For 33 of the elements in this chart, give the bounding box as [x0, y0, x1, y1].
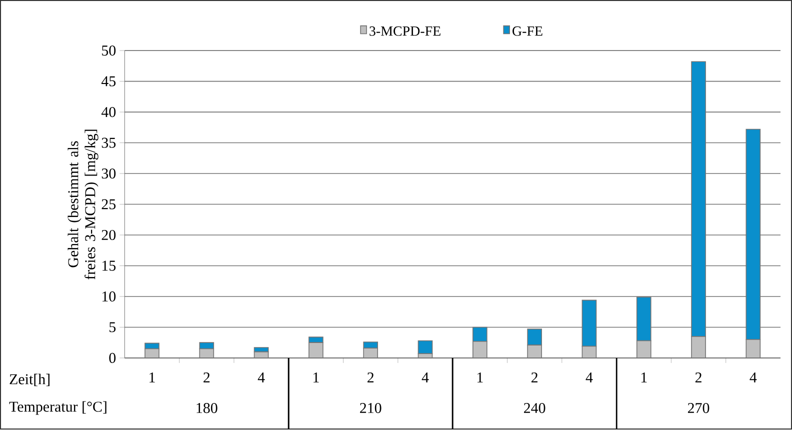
x-tick-label: 4 — [750, 372, 757, 382]
y-tick-label: 30 — [102, 168, 116, 179]
y-tick-label: 25 — [102, 199, 116, 210]
x-tick-label: 4 — [422, 372, 429, 382]
text: 240 — [524, 403, 546, 414]
x-tick-label: 1 — [314, 372, 319, 382]
x-tick-label: 1 — [150, 372, 155, 382]
x-tick-label: 2 — [531, 372, 538, 382]
text: 180 — [196, 403, 218, 414]
y-tick-label: 50 — [102, 46, 116, 56]
x-tick-label: 2 — [204, 372, 210, 382]
y-tick-label: 5 — [110, 322, 116, 332]
x-tick-label: 2 — [695, 372, 702, 382]
y-tick-label: 45 — [101, 76, 116, 86]
x-tick-label: 4 — [258, 372, 265, 382]
y-tick-label: 20 — [102, 230, 116, 240]
y-axis-title: Gehalt (bestimmt als freies 3-MCPD) [mg/kg] — [68, 130, 98, 280]
text: Zeit[h] — [10, 374, 50, 386]
y-tick-label: 15 — [102, 260, 116, 271]
y-tick-label: 35 — [102, 138, 116, 148]
text: 210 — [360, 403, 382, 414]
x-tick-label: 1 — [641, 372, 647, 382]
x-tick-label: 2 — [368, 372, 374, 382]
x-tick-label: 4 — [586, 372, 593, 382]
legend-label: G-FE — [512, 26, 542, 36]
legend-label: 3-MCPD-FE — [370, 26, 440, 36]
text: Temperatur [°C] — [9, 401, 106, 415]
x-tick-label: 1 — [477, 372, 483, 382]
text: 270 — [688, 403, 710, 414]
y-tick-label: 10 — [102, 292, 116, 302]
y-tick-label: 40 — [101, 107, 116, 118]
y-tick-label: 0 — [109, 353, 116, 364]
bar — [418, 340, 433, 354]
